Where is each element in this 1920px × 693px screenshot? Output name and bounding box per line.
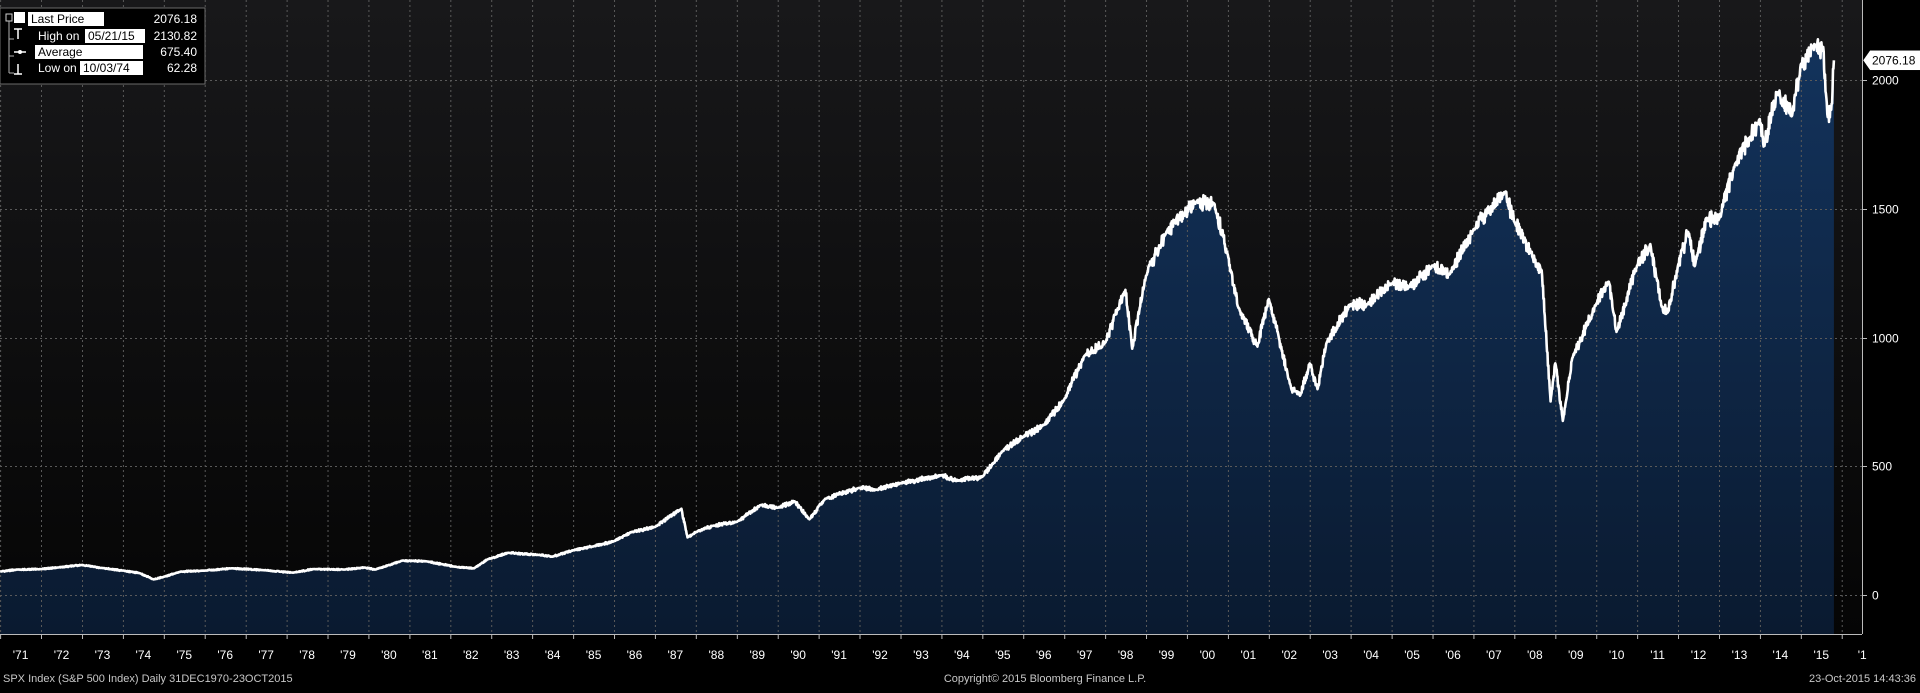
high-label-prefix: High on — [38, 29, 79, 43]
price-line-layer — [0, 38, 1836, 581]
footer-copyright: Copyright© 2015 Bloomberg Finance L.P. — [944, 673, 1146, 685]
x-tick-label: '98 — [1118, 648, 1134, 662]
high-date: 05/21/15 — [88, 29, 135, 43]
legend-row-last-price: Last Price 2076.18 — [5, 12, 198, 26]
x-tick-label: '95 — [995, 648, 1011, 662]
x-tick-label: '00 — [1200, 648, 1216, 662]
x-tick-label: '85 — [586, 648, 602, 662]
y-tick-label: 500 — [1872, 460, 1892, 474]
last-price-swatch-icon — [14, 12, 25, 23]
average-dot-icon — [18, 50, 22, 54]
legend: Last Price 2076.18 High on 05/21/15 2130… — [0, 7, 206, 85]
x-tick-label: '76 — [217, 648, 233, 662]
average-label-bg — [35, 45, 143, 59]
last-price-value: 2076.18 — [154, 12, 198, 26]
x-axis-ticks: '71 '72 '73 '74 '75 '76 '77 '78 '79 '80 '81 '82 '83 '… — [0, 634, 1867, 662]
x-tick-label: '94 — [954, 648, 970, 662]
x-tick-label: '15 — [1813, 648, 1829, 662]
footer: SPX Index (S&P 500 Index) Daily 31DEC197… — [3, 673, 1916, 685]
y-axis-ticks: 0 500 1000 1500 2000 — [1862, 74, 1899, 603]
x-tick-label: '05 — [1404, 648, 1420, 662]
x-tick-label: '99 — [1159, 648, 1175, 662]
x-tick-label: '72 — [54, 648, 70, 662]
low-date: 10/03/74 — [83, 61, 130, 75]
last-price-tag-shape — [1862, 50, 1920, 71]
x-tick-label: '90 — [790, 648, 806, 662]
x-tick-label: '73 — [95, 648, 111, 662]
x-tick-label: '81 — [422, 648, 438, 662]
x-tick-label: '04 — [1363, 648, 1379, 662]
average-label: Average — [38, 45, 83, 59]
last-price-tag: 2076.18 — [1862, 50, 1920, 71]
legend-row-average: Average 675.40 — [14, 45, 197, 59]
gridlines — [0, 0, 1862, 634]
x-tick-label: '83 — [504, 648, 520, 662]
x-tick-label: '71 — [13, 648, 29, 662]
low-label-prefix: Low on — [38, 61, 77, 75]
x-tick-label: '14 — [1773, 648, 1789, 662]
x-tick-label: '03 — [1322, 648, 1338, 662]
x-tick-label: '12 — [1691, 648, 1707, 662]
last-price-label: Last Price — [31, 12, 85, 26]
last-price-label-bg — [28, 12, 104, 26]
x-tick-label: '06 — [1445, 648, 1461, 662]
x-tick-label: '79 — [340, 648, 356, 662]
x-tick-label: '87 — [668, 648, 684, 662]
high-marker-icon — [14, 28, 22, 39]
x-tick-label: '10 — [1609, 648, 1625, 662]
y-tick-label: 1500 — [1872, 203, 1899, 217]
axes — [0, 0, 1863, 635]
x-tick-label: '84 — [545, 648, 561, 662]
high-value: 2130.82 — [154, 29, 198, 43]
x-tick-label: '08 — [1527, 648, 1543, 662]
x-tick-label: '11 — [1650, 648, 1665, 662]
x-tick-label: '96 — [1036, 648, 1052, 662]
x-tick-label: '86 — [627, 648, 643, 662]
price-area — [0, 39, 1834, 634]
footer-timestamp: 23-Oct-2015 14:43:36 — [1809, 673, 1916, 685]
x-tick-label: '88 — [708, 648, 724, 662]
x-tick-label: '80 — [381, 648, 397, 662]
x-tick-label: '75 — [176, 648, 192, 662]
x-tick-label: '07 — [1486, 648, 1502, 662]
low-date-bg — [80, 61, 143, 75]
x-tick-label: '97 — [1077, 648, 1093, 662]
low-marker-icon — [14, 64, 22, 75]
x-tick-label: '82 — [463, 648, 479, 662]
x-tick-label: '74 — [136, 648, 152, 662]
legend-row-high: High on 05/21/15 2130.82 — [8, 21, 198, 74]
x-tick-label: '92 — [872, 648, 888, 662]
x-tick-label: '78 — [299, 648, 315, 662]
x-tick-label: '02 — [1281, 648, 1297, 662]
footer-ticker-info: SPX Index (S&P 500 Index) Daily 31DEC197… — [3, 673, 293, 685]
spx-price-line — [0, 38, 1836, 581]
low-value: 62.28 — [167, 61, 197, 75]
x-tick-label: '1 — [1858, 648, 1867, 662]
y-tick-label: 0 — [1872, 589, 1879, 603]
x-tick-label: '01 — [1241, 648, 1257, 662]
x-tick-label: '93 — [913, 648, 929, 662]
legend-row-low: Low on 10/03/74 62.28 — [14, 61, 197, 75]
tree-connector-icon — [8, 21, 14, 74]
x-tick-label: '09 — [1568, 648, 1584, 662]
x-tick-label: '91 — [831, 648, 847, 662]
price-area-layer — [0, 39, 1834, 634]
y-tick-label: 1000 — [1872, 332, 1899, 346]
x-tick-label: '77 — [258, 648, 274, 662]
x-tick-label: '89 — [749, 648, 765, 662]
average-value: 675.40 — [160, 45, 197, 59]
x-tick-label: '13 — [1732, 648, 1748, 662]
last-price-tag-text: 2076.18 — [1872, 53, 1916, 67]
high-date-bg — [85, 29, 145, 43]
y-tick-label: 2000 — [1872, 74, 1899, 88]
